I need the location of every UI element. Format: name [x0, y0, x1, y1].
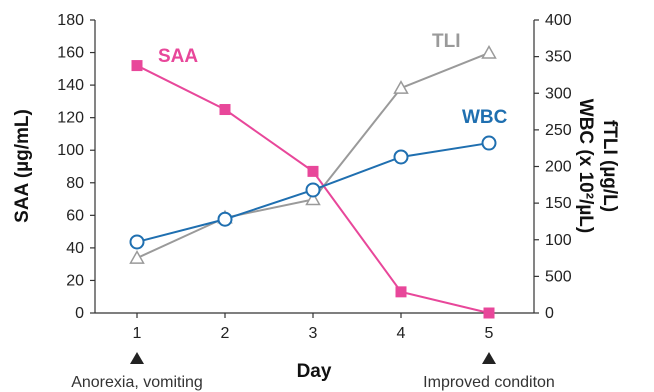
left-tick-label: 60	[66, 207, 84, 224]
wbc-point	[217, 211, 233, 227]
x-tick-label: 5	[485, 325, 494, 342]
right-tick-label: 400	[545, 12, 572, 29]
y-axis-title-right-1: fTLI (µg/L)	[599, 120, 620, 212]
saa-point	[219, 104, 231, 116]
x-tick-label: 2	[221, 325, 230, 342]
left-tick-label: 160	[57, 45, 84, 62]
annotations: Anorexia, vomiting Improved conditon	[71, 352, 555, 391]
y-axis-title-right-2: WBC (x 10²/µL)	[575, 99, 596, 233]
left-tick-label: 100	[57, 142, 84, 159]
saa-point	[483, 307, 495, 319]
wbc-point	[305, 182, 321, 198]
x-axis-ticks: 1 2 3 4 5	[133, 313, 494, 342]
x-tick-label: 1	[133, 325, 142, 342]
tli-point	[305, 191, 321, 206]
right-tick-label: 200	[545, 159, 572, 176]
tli-point	[129, 250, 145, 264]
saa-point	[395, 286, 407, 298]
series-layer	[129, 44, 497, 319]
series-label-wbc: WBC	[462, 107, 508, 128]
right-tick-label: 300	[545, 85, 572, 102]
left-tick-label: 40	[66, 240, 84, 257]
right-tick-label: 0	[545, 305, 554, 322]
series-label-saa: SAA	[158, 46, 198, 67]
left-tick-label: 0	[75, 305, 84, 322]
saa-point	[307, 165, 319, 177]
left-axis-ticks: 0 20 40 60 80 100 120 140 160 180	[57, 12, 95, 322]
right-tick-label: 350	[545, 49, 572, 66]
left-tick-label: 20	[66, 272, 84, 289]
left-tick-label: 120	[57, 110, 84, 127]
wbc-point	[393, 149, 409, 165]
right-axis-ticks: 0 500 100 150 200 250 300 350 400	[534, 12, 572, 322]
tli-point	[393, 80, 409, 94]
x-tick-label: 3	[309, 325, 318, 342]
annotation-text: Anorexia, vomiting	[71, 374, 203, 391]
left-tick-label: 140	[57, 77, 84, 94]
x-axis-title: Day	[297, 361, 332, 382]
annotation-marker	[130, 352, 144, 364]
wbc-point	[481, 135, 497, 151]
right-tick-label: 150	[545, 195, 572, 212]
right-tick-label: 100	[545, 232, 572, 249]
left-tick-label: 180	[57, 12, 84, 29]
x-tick-label: 4	[397, 325, 406, 342]
left-tick-label: 80	[66, 175, 84, 192]
right-tick-label: 500	[545, 268, 572, 285]
right-tick-label: 250	[545, 122, 572, 139]
annotation-marker	[482, 352, 496, 364]
annotation-text: Improved conditon	[423, 374, 555, 391]
wbc-point	[129, 234, 145, 250]
series-label-tli: TLI	[432, 31, 461, 52]
y-axis-title-left: SAA (µg/mL)	[12, 109, 33, 223]
tli-point	[481, 44, 497, 59]
saa-point	[131, 60, 143, 72]
